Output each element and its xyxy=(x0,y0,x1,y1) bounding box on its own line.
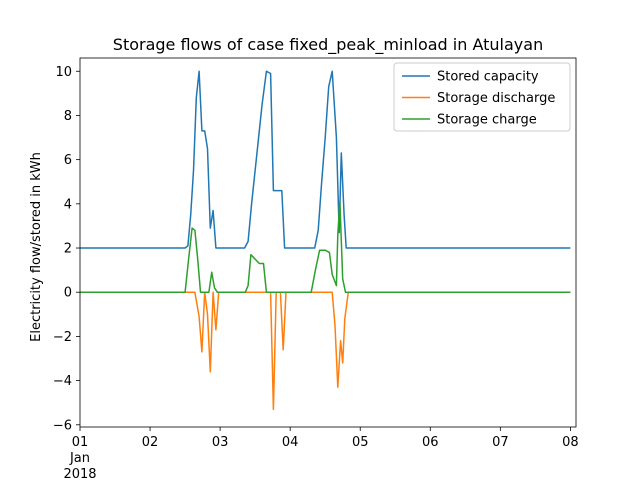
legend: Stored capacity Storage discharge Storage … xyxy=(393,62,571,132)
legend-label: Stored capacity xyxy=(437,70,539,85)
x-tick-label: Jan xyxy=(69,451,90,466)
series-line-2 xyxy=(80,291,571,411)
legend-label: Storage discharge xyxy=(437,91,555,106)
series-line-3 xyxy=(80,200,571,293)
chart-title: Storage flows of case fixed_peak_minload… xyxy=(113,35,543,55)
x-tick-label: 2018 xyxy=(63,467,96,480)
legend-box xyxy=(393,62,571,132)
x-tick-label: 07 xyxy=(492,435,509,450)
y-tick-label: −6 xyxy=(53,418,72,433)
y-tick-label: −4 xyxy=(53,374,72,389)
axes-frame xyxy=(79,57,577,428)
x-tick-label: 04 xyxy=(282,435,299,450)
x-tick-label: 08 xyxy=(562,435,579,450)
y-tick-label: 0 xyxy=(64,286,72,301)
x-tick-label: 05 xyxy=(352,435,369,450)
y-tick-label: 8 xyxy=(64,109,72,124)
y-tick-label: 10 xyxy=(55,65,72,80)
x-tick-label: 02 xyxy=(142,435,159,450)
y-tick-label: 4 xyxy=(64,197,72,212)
y-tick-label: −2 xyxy=(53,330,72,345)
x-tick-label: 03 xyxy=(212,435,229,450)
series-line-1 xyxy=(80,70,571,249)
x-tick-label: 06 xyxy=(422,435,439,450)
y-axis-label: Electricity flow/stored in kWh xyxy=(29,152,44,342)
y-tick-label: 6 xyxy=(64,153,72,168)
y-tick-label: 2 xyxy=(64,242,72,257)
legend-label: Storage charge xyxy=(437,113,537,128)
x-tick-label: 01 xyxy=(72,435,89,450)
